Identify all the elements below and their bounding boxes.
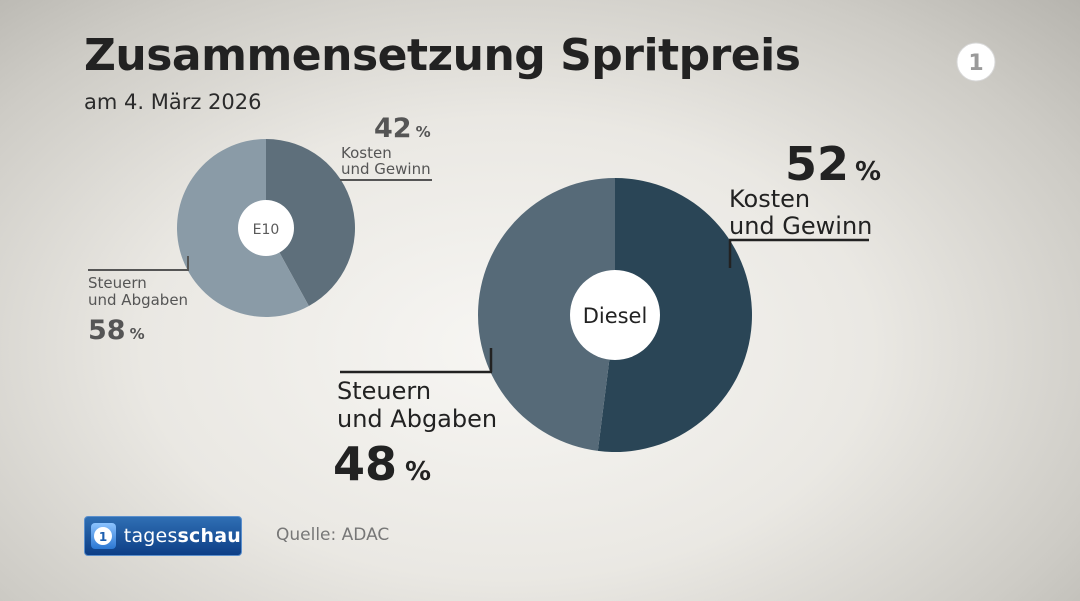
diesel-center-hole bbox=[570, 270, 660, 360]
e10-slice-kosten bbox=[266, 139, 356, 306]
ard-one-icon: 1 bbox=[91, 523, 116, 549]
diesel-steuern-value: 48% bbox=[333, 437, 431, 491]
diesel-steuern-line2: und Abgaben bbox=[337, 405, 497, 433]
diesel-donut: Diesel bbox=[477, 178, 752, 452]
e10-center-hole bbox=[238, 200, 294, 256]
diesel-kosten-label: 52% Kosten und Gewinn bbox=[728, 137, 881, 268]
e10-center-label: E10 bbox=[253, 222, 280, 238]
chart-title: Zusammensetzung Spritpreis bbox=[84, 30, 801, 81]
diesel-slice-kosten bbox=[597, 178, 752, 452]
diesel-kosten-value: 52% bbox=[785, 137, 881, 191]
diesel-slice-steuern bbox=[477, 178, 615, 451]
e10-steuern-label: Steuern und Abgaben 58% bbox=[88, 256, 189, 346]
das-erste-logo-icon: 1 bbox=[956, 42, 996, 82]
diesel-kosten-line1: Kosten bbox=[729, 185, 810, 213]
source-note: Quelle: ADAC bbox=[276, 525, 390, 545]
e10-kosten-line1: Kosten bbox=[341, 144, 392, 162]
e10-kosten-line2: und Gewinn bbox=[341, 160, 431, 178]
diesel-steuern-label: Steuern und Abgaben 48% bbox=[333, 348, 497, 491]
chart-subtitle: am 4. März 2026 bbox=[84, 90, 262, 114]
tagesschau-badge: 1 tagesschau bbox=[84, 516, 242, 556]
e10-steuern-value: 58% bbox=[88, 315, 145, 346]
svg-text:1: 1 bbox=[99, 530, 107, 544]
e10-kosten-value: 42% bbox=[374, 113, 431, 144]
tagesschau-wordmark: tagesschau bbox=[123, 525, 241, 547]
e10-donut: E10 bbox=[177, 139, 356, 317]
e10-kosten-label: 42% Kosten und Gewinn bbox=[340, 113, 432, 181]
diesel-center-label: Diesel bbox=[583, 304, 648, 328]
diesel-kosten-line2: und Gewinn bbox=[729, 212, 872, 240]
diesel-steuern-line1: Steuern bbox=[337, 377, 431, 405]
e10-steuern-line1: Steuern bbox=[88, 274, 147, 292]
svg-text:1: 1 bbox=[968, 51, 983, 76]
e10-steuern-line2: und Abgaben bbox=[88, 291, 188, 309]
